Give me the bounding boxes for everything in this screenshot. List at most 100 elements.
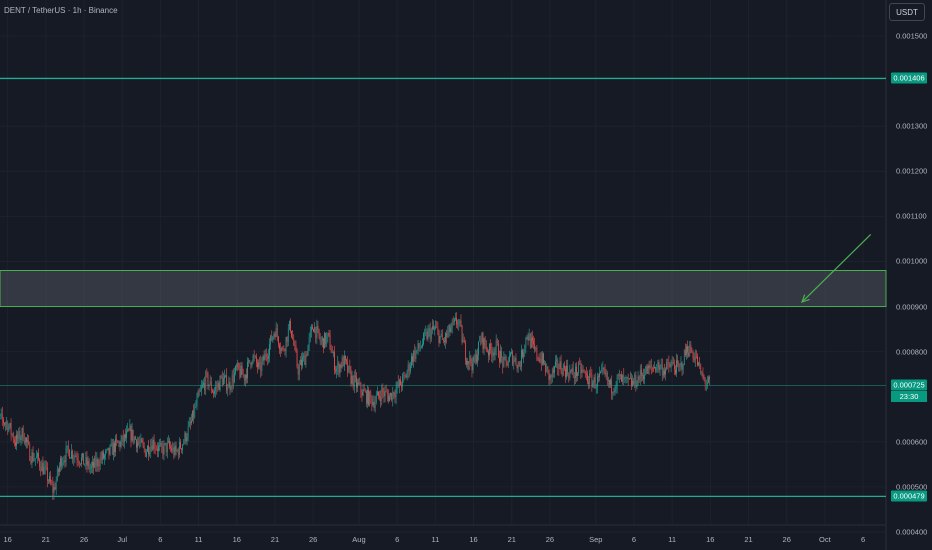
candle-body <box>286 337 288 342</box>
candle-body <box>372 401 374 406</box>
time-tick-label: 16 <box>706 535 715 544</box>
candle-body <box>307 345 309 356</box>
candle-body <box>369 391 371 405</box>
candle-body <box>75 455 77 457</box>
candle-body <box>656 367 658 371</box>
candle-body <box>554 366 555 373</box>
candle-body <box>303 355 305 358</box>
price-tick-label: 0.001200 <box>896 166 928 176</box>
candle-body <box>429 328 431 339</box>
candle-body <box>206 372 208 374</box>
candle-body <box>111 443 113 455</box>
candle-body <box>164 443 166 444</box>
candle-body <box>443 339 444 342</box>
candle-body <box>205 372 207 390</box>
candle-body <box>549 375 551 380</box>
candle-body <box>28 440 30 444</box>
horizontal-levels[interactable] <box>0 77 886 498</box>
candle-body <box>693 358 695 361</box>
candle-body <box>260 362 262 372</box>
candle-body <box>50 476 52 483</box>
candle-body <box>502 357 504 367</box>
candle-body <box>478 341 479 356</box>
candle-body <box>616 375 618 387</box>
candle-body <box>45 466 47 468</box>
candle-body <box>3 419 4 424</box>
candle-body <box>538 358 540 362</box>
candle-body <box>529 334 531 348</box>
candle-body <box>595 386 597 389</box>
candle-body <box>207 373 209 387</box>
candle-body <box>212 390 213 393</box>
candle-body <box>544 363 545 365</box>
candle-body <box>680 362 682 366</box>
candle-body <box>432 326 433 330</box>
candle-body <box>411 356 412 366</box>
candle-body <box>470 356 472 364</box>
candle-body <box>543 353 544 364</box>
candle-body <box>278 336 279 345</box>
candle-body <box>128 429 130 431</box>
candle-body <box>63 460 65 463</box>
candle-body <box>484 338 486 346</box>
candle-body <box>81 457 82 464</box>
candle-body <box>121 435 123 441</box>
candle-body <box>416 349 418 351</box>
time-tick-label: 21 <box>270 535 280 544</box>
candle-body <box>191 420 192 424</box>
candle-body <box>570 370 572 372</box>
candle-body <box>38 453 39 460</box>
candle-body <box>688 352 690 356</box>
candle-body <box>326 336 328 345</box>
candle-body <box>139 442 141 444</box>
candle-body <box>679 365 681 367</box>
candle-body <box>364 391 366 392</box>
candle-body <box>610 379 611 385</box>
candle-body <box>683 350 685 366</box>
candle-body <box>370 391 372 397</box>
candle-body <box>56 468 58 481</box>
candle-body <box>615 386 617 390</box>
candle-body <box>605 372 607 375</box>
candle-body <box>41 463 43 472</box>
candle-body <box>380 397 382 402</box>
candle-body <box>190 422 191 424</box>
price-tick-label: 0.000900 <box>896 302 928 312</box>
candle-body <box>160 443 162 445</box>
currency-button[interactable]: USDT <box>889 3 925 21</box>
candle-body <box>268 355 269 359</box>
time-tick-label: 21 <box>41 535 50 544</box>
candle-body <box>44 466 46 468</box>
candle-body <box>402 375 404 387</box>
candle-body <box>102 452 103 460</box>
candle-body <box>626 376 628 378</box>
candle-body <box>254 356 256 357</box>
candle-body <box>84 464 86 465</box>
candle-body <box>82 453 83 458</box>
candle-body <box>417 343 419 350</box>
candle-body <box>383 392 385 397</box>
candle-body <box>311 326 312 332</box>
candle-body <box>504 357 506 358</box>
candle-body <box>319 336 321 342</box>
candle-body <box>658 361 660 370</box>
arrow-annotation[interactable] <box>800 233 872 304</box>
candle-body <box>617 375 619 376</box>
candle-body <box>660 364 662 367</box>
resistance-zone[interactable] <box>0 269 887 308</box>
candle-body <box>214 390 215 394</box>
lower-level-price-badge: 0.000479 <box>891 490 927 502</box>
candle-body <box>687 346 688 353</box>
candle-body <box>490 343 492 350</box>
candle-body <box>657 361 659 368</box>
candle-body <box>262 355 264 362</box>
candle-body <box>109 445 111 455</box>
candle-body <box>535 347 537 350</box>
candlestick-series <box>0 312 710 501</box>
candle-body <box>580 363 582 373</box>
candle-body <box>460 320 462 326</box>
time-tick-label: 16 <box>3 535 12 544</box>
candle-body <box>358 382 360 385</box>
candle-body <box>496 340 498 344</box>
